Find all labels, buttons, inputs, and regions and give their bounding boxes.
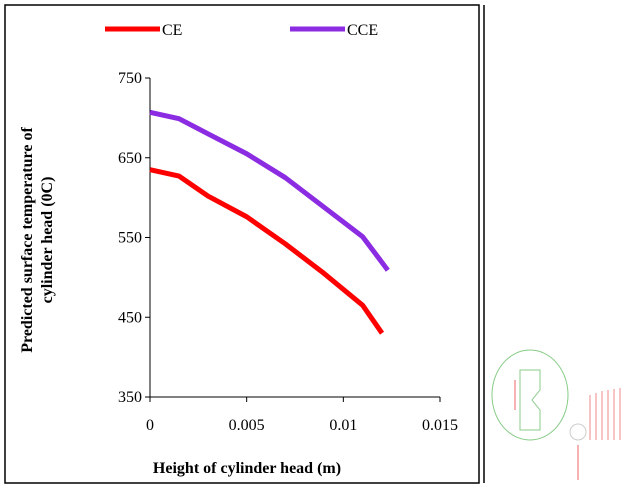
y-axis-label-line: cylinder head (0C)	[39, 177, 56, 304]
x-tick-label: 0.01	[329, 417, 357, 434]
decor-diagram	[491, 349, 621, 480]
y-tick-label: 550	[118, 230, 142, 247]
series-line	[149, 167, 385, 335]
series-line	[149, 109, 390, 272]
y-tick-label: 350	[118, 389, 142, 406]
legend-label: CCE	[347, 22, 378, 39]
y-tick-label: 650	[118, 150, 142, 167]
x-tick-label: 0.015	[422, 417, 458, 434]
x-axis-label: Height of cylinder head (m)	[153, 460, 341, 477]
y-axis-label: Predicted surface temperature of cylinder…	[19, 127, 56, 353]
x-tick-label: 0	[146, 417, 154, 434]
y-axis-label-line: Predicted surface temperature of	[19, 127, 36, 353]
x-tick-label: 0.005	[229, 417, 265, 434]
y-tick-label: 450	[118, 309, 142, 326]
legend-label: CE	[162, 22, 182, 39]
chart-frame	[4, 4, 480, 484]
y-tick-label: 750	[118, 70, 142, 87]
